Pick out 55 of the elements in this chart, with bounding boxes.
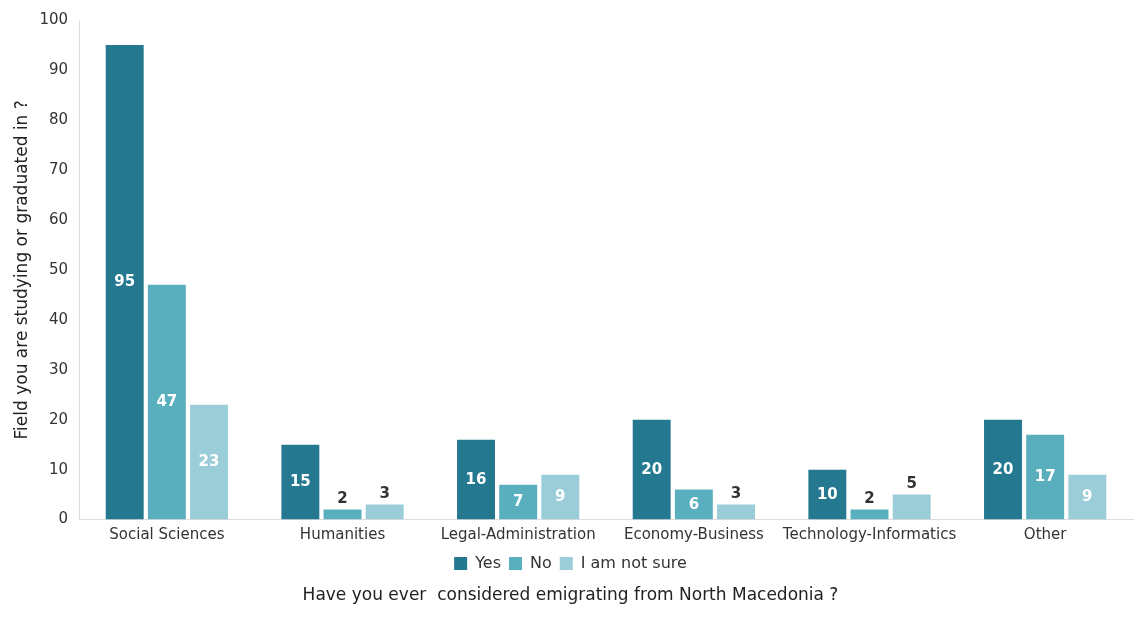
x-tick-label: Other — [1023, 525, 1068, 544]
bar — [632, 419, 671, 520]
y-tick-label: 100 — [39, 9, 69, 28]
y-tick-label: 90 — [48, 59, 69, 78]
y-tick-label: 10 — [48, 459, 69, 478]
data-label: 95 — [114, 272, 136, 291]
y-tick-label: 70 — [48, 159, 69, 178]
bar — [1026, 434, 1065, 520]
data-label: 9 — [555, 487, 566, 506]
data-label: 6 — [688, 494, 700, 513]
data-label: 16 — [465, 469, 487, 488]
y-tick-label: 50 — [48, 259, 69, 278]
bar — [105, 44, 144, 520]
bar — [717, 504, 755, 520]
x-tick-label: Social Sciences — [109, 525, 225, 544]
legend-label: No — [529, 552, 552, 572]
data-label: 20 — [992, 459, 1014, 478]
x-tick-label: Humanities — [299, 525, 386, 544]
x-tick-label: Economy-Business — [623, 525, 764, 544]
bar — [1068, 474, 1107, 520]
bar — [541, 474, 580, 520]
x-axis-title: Have you ever considered emigrating from North Macedonia ? — [302, 584, 839, 605]
bar — [147, 284, 186, 520]
bar — [984, 419, 1022, 520]
data-label: 23 — [198, 452, 220, 471]
y-tick-label: 30 — [48, 359, 69, 378]
bar — [365, 504, 404, 520]
data-label: 17 — [1034, 467, 1056, 486]
y-tick-label: 60 — [48, 209, 69, 228]
data-label: 47 — [156, 392, 178, 411]
bar — [892, 494, 931, 520]
data-label: 15 — [289, 472, 311, 491]
data-label: 7 — [512, 492, 524, 510]
bar — [499, 484, 538, 520]
legend-label: Yes — [474, 552, 501, 572]
legend-label: I am not sure — [580, 552, 687, 572]
y-axis-title: Field you are studying or graduated in ? — [10, 100, 31, 440]
data-label: 10 — [816, 484, 838, 503]
y-tick-label: 40 — [48, 309, 69, 328]
y-tick-label: 20 — [48, 409, 69, 428]
y-tick-label: 80 — [48, 109, 69, 128]
data-label: 20 — [641, 459, 663, 478]
data-label: 9 — [1082, 487, 1093, 506]
data-label: 3 — [379, 484, 390, 502]
y-tick-label: 0 — [58, 509, 69, 528]
bar — [190, 404, 228, 520]
bar — [808, 469, 847, 520]
data-label: 2 — [337, 489, 348, 507]
bar — [457, 439, 495, 520]
data-label: 5 — [906, 474, 917, 493]
x-tick-label: Technology-Informatics — [781, 525, 957, 544]
x-tick-label: Legal-Administration — [440, 525, 596, 544]
data-label: 2 — [864, 489, 875, 507]
bar — [281, 444, 320, 520]
data-label: 3 — [730, 484, 742, 502]
